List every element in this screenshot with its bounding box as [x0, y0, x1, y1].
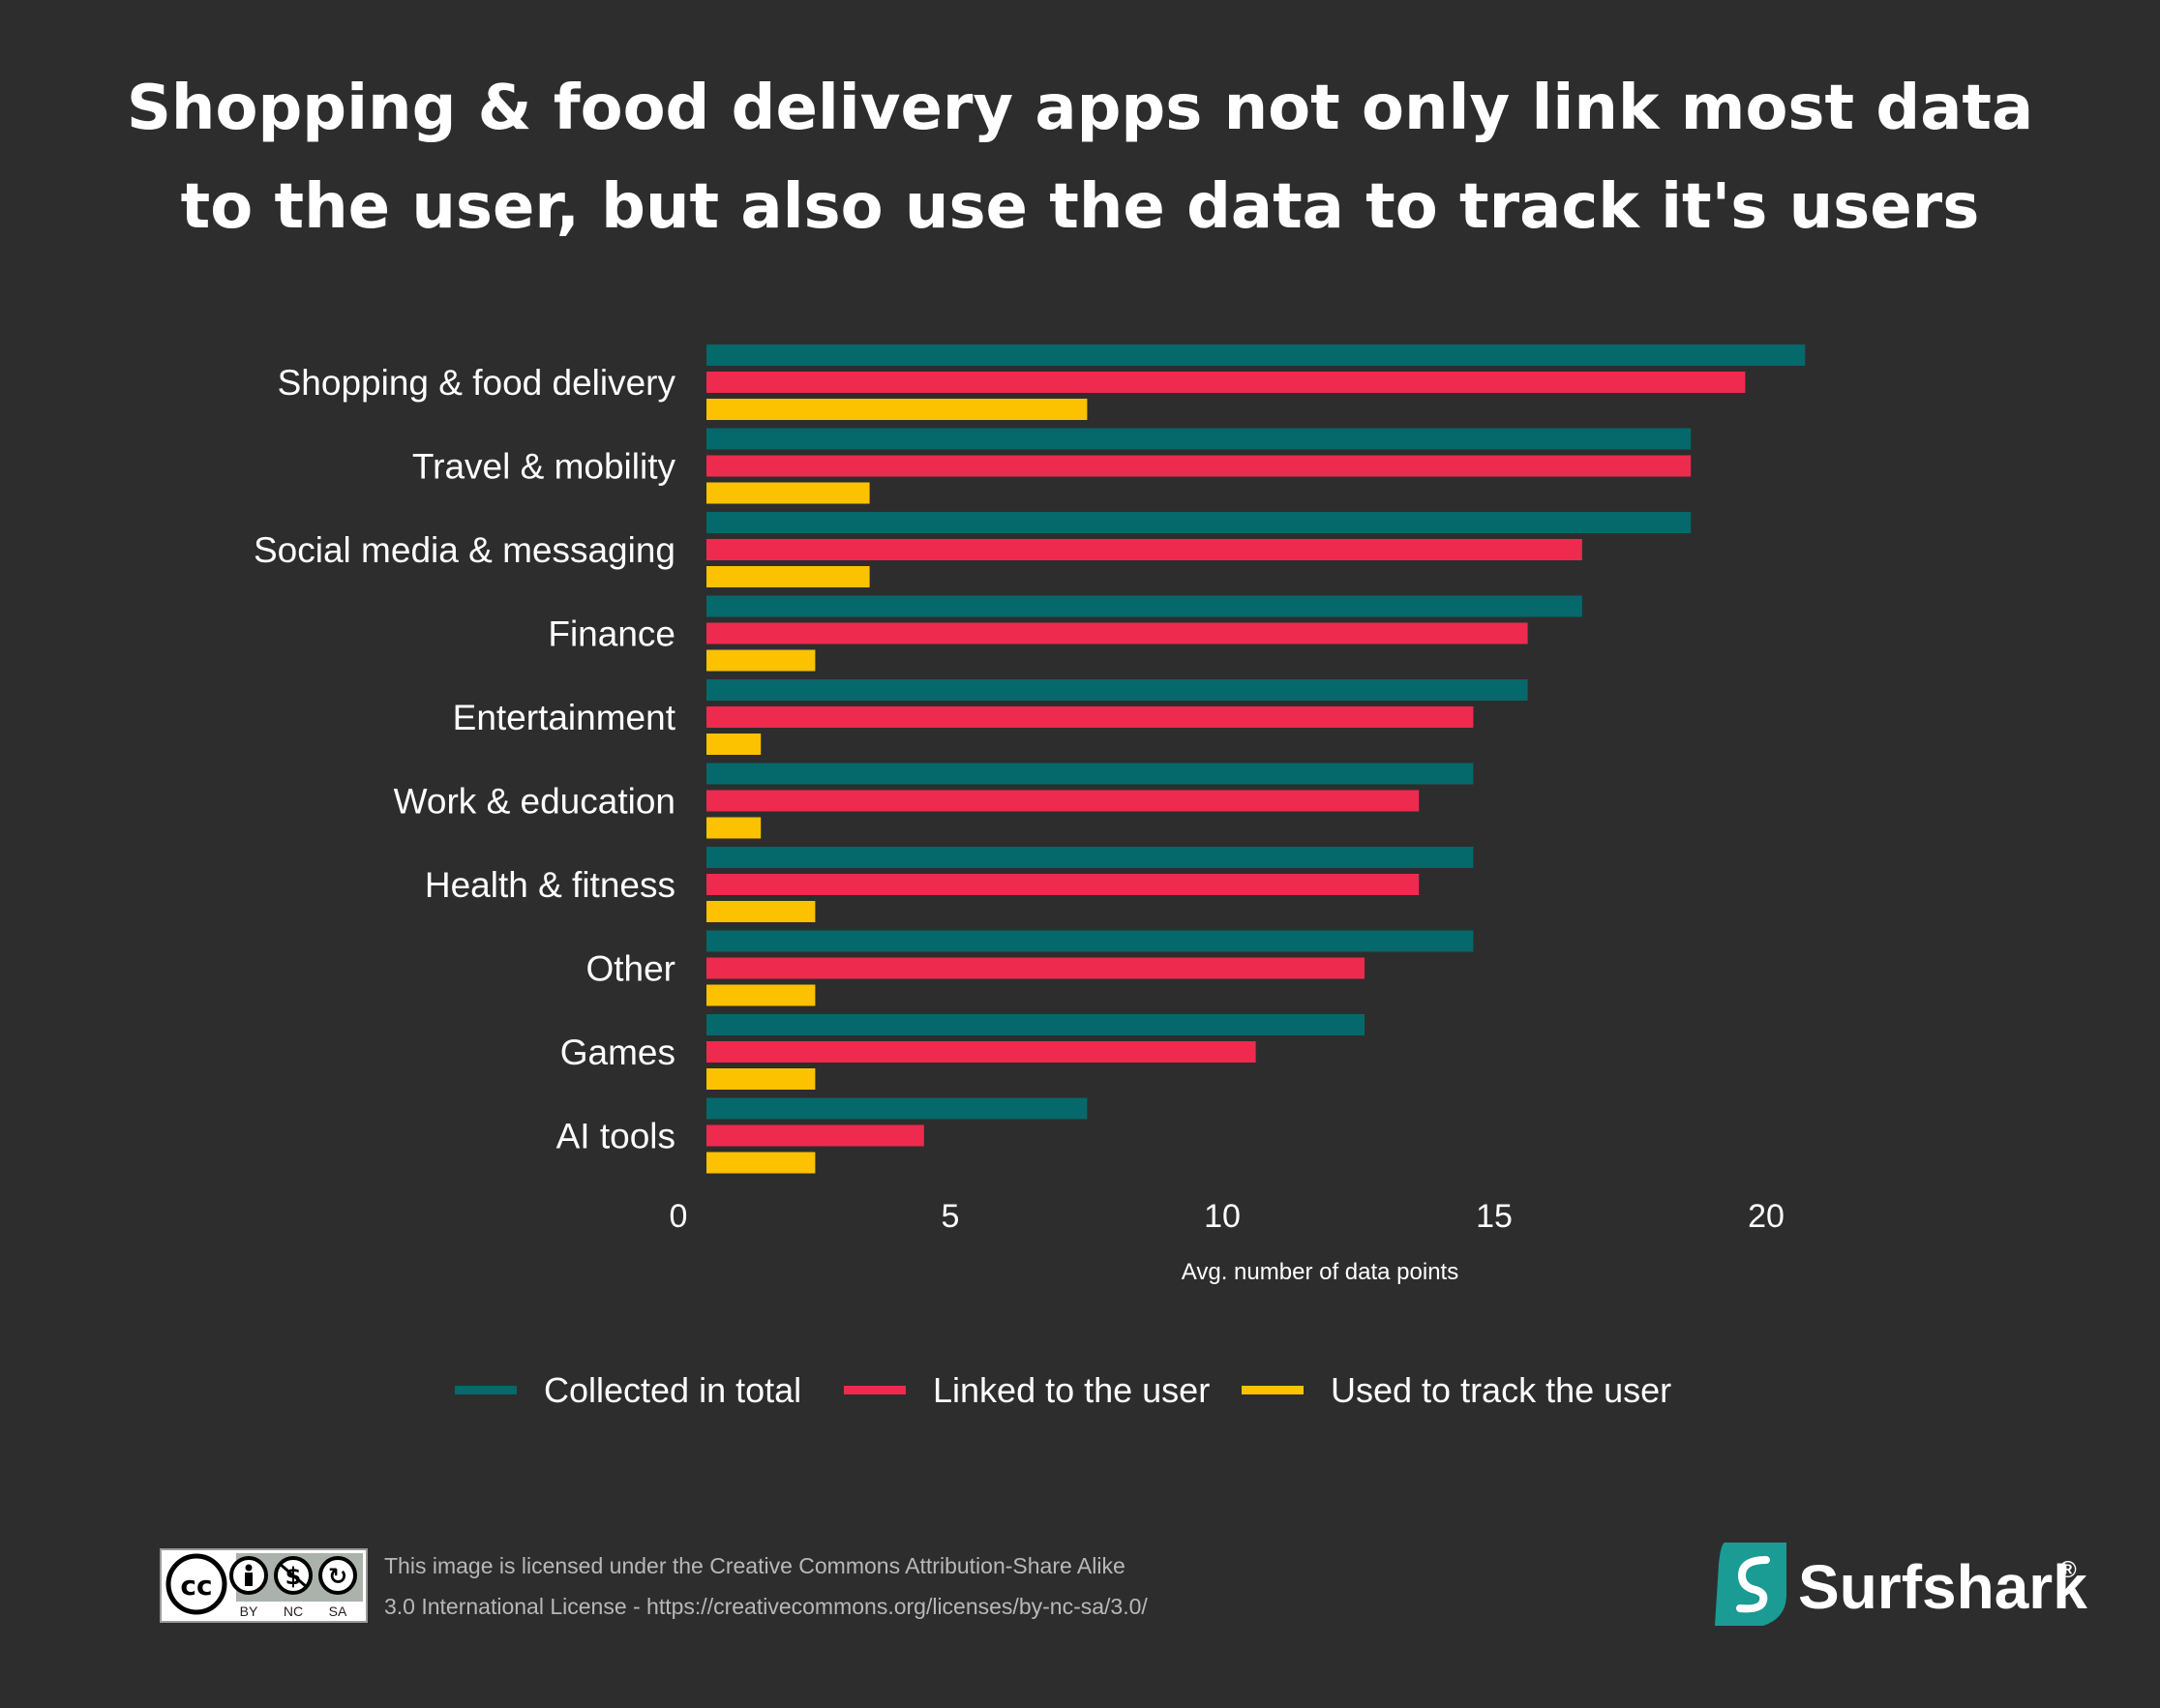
bar-health-and-fitness-linked-to-the-user — [706, 874, 1420, 895]
bar-other-linked-to-the-user — [706, 957, 1365, 979]
x-tick-label-0: 0 — [670, 1198, 688, 1235]
category-label-shopping-and-food-delivery: Shopping & food delivery — [278, 363, 676, 403]
bar-travel-and-mobility-used-to-track-the-user — [706, 482, 870, 504]
surfshark-logo-s-mark — [1736, 1556, 1770, 1613]
chart-title-line-2: to the user, but also use the data to tr… — [181, 171, 1980, 243]
bar-shopping-and-food-delivery-linked-to-the-user — [706, 372, 1746, 393]
category-label-health-and-fitness: Health & fitness — [425, 865, 675, 905]
bar-travel-and-mobility-linked-to-the-user — [706, 455, 1692, 477]
bar-finance-collected-in-total — [706, 595, 1582, 617]
category-label-finance: Finance — [548, 614, 675, 654]
nc-icon-strike — [279, 1562, 308, 1589]
category-label-ai-tools: AI tools — [556, 1117, 675, 1156]
bar-health-and-fitness-used-to-track-the-user — [706, 901, 816, 922]
surfshark-logo: Surfshark ® — [1715, 1543, 2087, 1626]
category-label-social-media-and-messaging: Social media & messaging — [254, 530, 675, 570]
bar-other-collected-in-total — [706, 930, 1474, 952]
bars-group — [706, 345, 1806, 1174]
chart-title-line-1: Shopping & food delivery apps not only l… — [127, 73, 2033, 144]
chart-title: Shopping & food delivery apps not only l… — [127, 73, 2033, 243]
bar-other-used-to-track-the-user — [706, 984, 816, 1006]
bar-finance-linked-to-the-user — [706, 622, 1528, 644]
cc-icon-glyph: cc — [180, 1570, 212, 1602]
bar-work-and-education-collected-in-total — [706, 763, 1474, 785]
bar-entertainment-used-to-track-the-user — [706, 734, 762, 755]
legend: Collected in total Linked to the user Used… — [455, 1370, 1671, 1410]
cc-label-sa: SA — [329, 1603, 347, 1619]
bar-social-media-and-messaging-linked-to-the-user — [706, 539, 1582, 560]
bar-travel-and-mobility-collected-in-total — [706, 428, 1692, 450]
legend-label-collected-in-total: Collected in total — [544, 1370, 801, 1410]
bar-shopping-and-food-delivery-collected-in-total — [706, 345, 1806, 366]
license-text-line-2: 3.0 International License - https://crea… — [384, 1594, 1148, 1619]
by-icon-body — [245, 1573, 253, 1586]
category-labels: Shopping & food delivery Travel & mobilit… — [254, 363, 676, 1156]
bar-entertainment-linked-to-the-user — [706, 706, 1474, 728]
cc-label-by: BY — [240, 1603, 258, 1619]
cc-icon — [165, 1553, 227, 1615]
legend-swatch-collected-in-total — [455, 1386, 517, 1394]
x-axis-title: Avg. number of data points — [1182, 1259, 1458, 1285]
bar-games-collected-in-total — [706, 1014, 1365, 1035]
category-label-other: Other — [585, 949, 675, 989]
bar-entertainment-collected-in-total — [706, 679, 1528, 701]
license-text-line-1: This image is licensed under the Creativ… — [384, 1553, 1125, 1578]
by-icon-head — [245, 1564, 253, 1572]
sa-icon-glyph: ↻ — [328, 1563, 347, 1590]
bar-work-and-education-linked-to-the-user — [706, 790, 1420, 812]
bar-games-used-to-track-the-user — [706, 1068, 816, 1090]
category-label-games: Games — [560, 1033, 675, 1072]
bar-games-linked-to-the-user — [706, 1041, 1256, 1063]
x-tick-label-20: 20 — [1748, 1198, 1785, 1235]
x-tick-label-10: 10 — [1204, 1198, 1241, 1235]
legend-swatch-used-to-track-the-user — [1242, 1386, 1304, 1394]
category-label-entertainment: Entertainment — [453, 698, 676, 737]
bar-social-media-and-messaging-used-to-track-the-user — [706, 566, 870, 587]
bar-health-and-fitness-collected-in-total — [706, 847, 1474, 868]
cc-label-nc: NC — [284, 1603, 303, 1619]
x-axis-ticks: 0 5 10 15 20 — [670, 1198, 1785, 1235]
category-label-travel-and-mobility: Travel & mobility — [412, 447, 676, 487]
bar-shopping-and-food-delivery-used-to-track-the-user — [706, 399, 1088, 420]
category-label-work-and-education: Work & education — [394, 782, 675, 822]
bar-ai-tools-used-to-track-the-user — [706, 1152, 816, 1174]
cc-license-badge: cc $ ↻ BY NC SA — [160, 1548, 368, 1623]
legend-swatch-linked-to-the-user — [844, 1386, 906, 1394]
bar-social-media-and-messaging-collected-in-total — [706, 512, 1692, 533]
x-tick-label-15: 15 — [1476, 1198, 1513, 1235]
legend-label-used-to-track-the-user: Used to track the user — [1331, 1370, 1671, 1410]
bar-ai-tools-collected-in-total — [706, 1097, 1088, 1120]
x-tick-label-5: 5 — [942, 1198, 960, 1235]
bar-finance-used-to-track-the-user — [706, 649, 816, 672]
surfshark-registered-mark: ® — [2059, 1557, 2077, 1583]
bar-work-and-education-used-to-track-the-user — [706, 817, 762, 839]
legend-label-linked-to-the-user: Linked to the user — [933, 1370, 1210, 1410]
sa-icon — [318, 1556, 357, 1595]
bar-ai-tools-linked-to-the-user — [706, 1124, 924, 1147]
surfshark-wordmark: Surfshark — [1798, 1552, 2087, 1622]
